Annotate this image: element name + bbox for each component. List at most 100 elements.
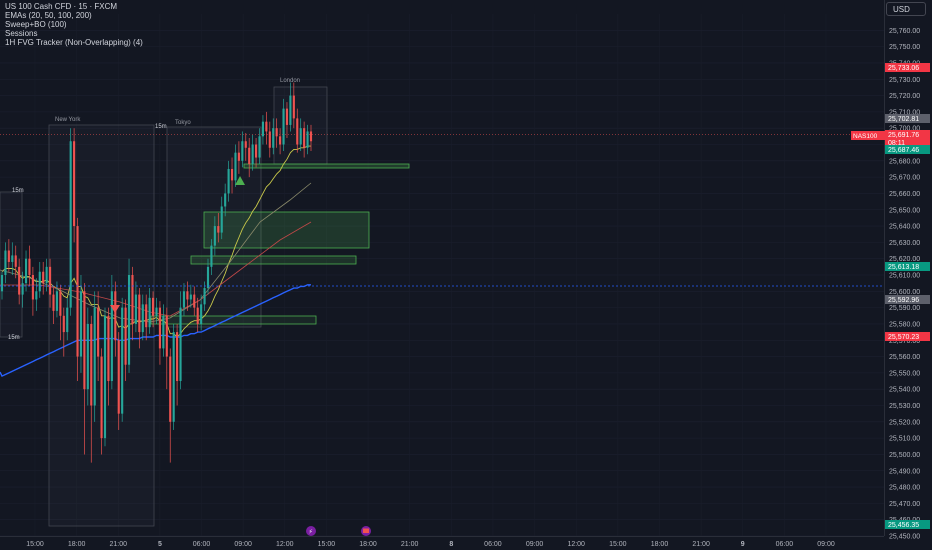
price-label-upper-text: 25,702.81 xyxy=(888,116,919,123)
candle-body xyxy=(182,291,186,308)
legend-symbol[interactable]: US 100 Cash CFD · 15 · FXCM xyxy=(5,2,118,11)
candle-body xyxy=(241,141,244,161)
price-label-low: 25,570.23 xyxy=(885,332,930,341)
candle-body xyxy=(172,332,175,422)
candle-body xyxy=(217,226,220,233)
price-tick-label: 25,580.00 xyxy=(889,321,920,328)
candle-body xyxy=(86,323,89,390)
candle-body xyxy=(93,307,96,406)
candle-body xyxy=(306,131,309,148)
current-price-text: 25,691.76 xyxy=(888,132,919,139)
price-tick-label: 25,470.00 xyxy=(889,501,920,508)
price-label-low-bg xyxy=(885,332,930,341)
price-tick-label: 25,630.00 xyxy=(889,240,920,247)
candle-body xyxy=(248,147,251,165)
buy-signal-marker xyxy=(235,176,245,185)
candle-body xyxy=(52,294,55,311)
candle-body xyxy=(31,275,34,300)
lightning-event-icon[interactable] xyxy=(306,526,316,536)
price-axis[interactable]: 25,760.0025,750.0025,740.0025,730.0025,7… xyxy=(851,0,930,541)
session-label-london: London xyxy=(280,78,300,84)
candle-body xyxy=(14,255,17,267)
candle-body xyxy=(189,294,192,300)
price-tick-label: 25,540.00 xyxy=(889,387,920,394)
candle-body xyxy=(176,332,179,382)
price-tick-label: 25,700.00 xyxy=(889,126,920,133)
time-tick-label: 21:00 xyxy=(109,541,127,548)
time-axis[interactable]: 15:00 18:00 21:00 5 06:00 09:00 12:00 15:00 18:0… xyxy=(0,536,884,549)
legend-sessions[interactable]: Sessions xyxy=(5,29,38,38)
time-tick-label: 09:00 xyxy=(234,541,252,548)
time-tick-label: 9 xyxy=(741,541,745,548)
fvg-zones xyxy=(150,163,410,325)
price-label-green-upper-text: 25,687.46 xyxy=(888,147,919,154)
candle-body xyxy=(45,266,48,284)
legend-sweep[interactable]: Sweep+BO (100) xyxy=(5,20,67,29)
time-tick-label: 15:00 xyxy=(609,541,627,548)
candle-body xyxy=(303,128,306,148)
price-tick-label: 25,620.00 xyxy=(889,256,920,263)
legend-emas[interactable]: EMAs (20, 50, 100, 200) xyxy=(5,11,92,20)
candle-body xyxy=(196,307,199,324)
price-label-green-mid-text: 25,613.18 xyxy=(888,264,919,271)
candle-body xyxy=(76,226,79,357)
price-label-bottom-text: 25,456.35 xyxy=(888,522,919,529)
time-tick-label: 21:00 xyxy=(692,541,710,548)
candle-body xyxy=(234,152,237,181)
candle-body xyxy=(289,95,292,125)
session-tag-15m-left: 15m xyxy=(12,188,24,194)
price-label-high-text: 25,733.06 xyxy=(888,65,919,72)
candle-body xyxy=(55,291,58,311)
candle-body xyxy=(165,315,168,357)
candle-body xyxy=(272,128,275,148)
current-price-bg xyxy=(885,130,930,146)
event-icons[interactable]: ⚡ xyxy=(306,526,371,536)
price-label-upper: 25,702.81 xyxy=(885,114,930,123)
time-tick-label: 18:00 xyxy=(359,541,377,548)
candle-body xyxy=(145,304,148,328)
candle-body xyxy=(100,356,103,439)
ema200-line xyxy=(0,284,311,378)
session-tag-15m-bottom: 15m xyxy=(8,335,20,341)
candle-body xyxy=(110,291,113,382)
time-tick-label: 09:00 xyxy=(817,541,835,548)
candle-body xyxy=(114,291,117,341)
time-tick-label: 06:00 xyxy=(776,541,794,548)
legend-fvg[interactable]: 1H FVG Tracker (Non-Overlapping) (4) xyxy=(5,38,143,47)
candle-body xyxy=(179,307,182,382)
time-tick-labels: 15:00 18:00 21:00 5 06:00 09:00 12:00 15:00 18:0… xyxy=(26,541,835,548)
time-tick-label: 12:00 xyxy=(276,541,294,548)
candle-body xyxy=(131,275,134,324)
price-label-upper-bg xyxy=(885,114,930,123)
price-label-green-upper-bg xyxy=(885,145,930,154)
price-label-green-mid-bg xyxy=(885,262,930,271)
candle-body xyxy=(275,128,278,137)
time-tick-label: 21:00 xyxy=(401,541,419,548)
candle-body xyxy=(230,168,234,181)
candle-body xyxy=(251,144,254,165)
price-label-lower: 25,592.96 xyxy=(885,295,930,304)
time-tick-label: 5 xyxy=(158,541,162,548)
candle-body xyxy=(121,307,124,414)
candle-body xyxy=(186,291,189,300)
candle-body xyxy=(103,315,107,439)
candle-body xyxy=(21,283,24,295)
price-tick-label: 25,450.00 xyxy=(889,534,920,541)
fvg-zone-mid xyxy=(190,255,357,265)
time-tick-label: 06:00 xyxy=(193,541,211,548)
price-label-green-mid: 25,613.18 xyxy=(885,262,930,271)
candle-body xyxy=(117,340,120,414)
price-tick-label: 25,710.00 xyxy=(889,109,920,116)
chart-legend[interactable]: US 100 Cash CFD · 15 · FXCM EMAs (20, 50… xyxy=(5,2,143,47)
candle-body xyxy=(62,315,65,333)
price-tick-label: 25,510.00 xyxy=(889,436,920,443)
candle-body xyxy=(237,152,240,161)
candle-body xyxy=(59,291,62,316)
candle-body xyxy=(124,307,127,365)
price-label-high-bg xyxy=(885,63,930,72)
flag-glyph xyxy=(363,528,369,533)
symbol-tag: NAS100 xyxy=(853,133,878,140)
candle-body xyxy=(141,304,144,333)
currency-button[interactable]: USD xyxy=(886,2,926,16)
